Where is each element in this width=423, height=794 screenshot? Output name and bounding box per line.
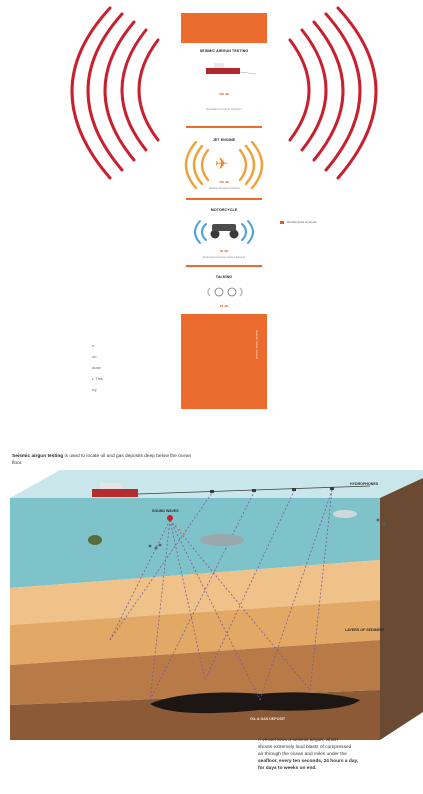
ocean-layer [10,498,380,588]
description-line: for days to weeks on end. [258,766,317,771]
oil-deposit [150,692,360,714]
section-note-jet: Hearing damage threshold [208,187,240,190]
legend-swatch [280,220,284,224]
ship-cabin [100,483,122,489]
diagram-description: A vessel tows a seismic airgun, which sh… [258,737,423,772]
airplane-icon: ✈ [215,156,229,173]
section-title-talking: TALKING [215,275,233,279]
section-db-airgun: 259 dB [219,92,229,96]
description-line: shoots extremely loud blasts of compress… [258,745,352,750]
turtle-silhouette [88,535,102,545]
section-db-motorcycle: 90 dB [219,249,229,253]
fragment-line: n [92,343,95,348]
description-line: A vessel tows a seismic airgun, which [258,738,338,743]
airgun-marker [167,515,173,521]
label-hydrophones: HYDROPHONES [350,482,379,486]
description-line: seafloor, every ten seconds, 24 hours a … [258,759,359,764]
label-oil-deposit: OIL & GAS DEPOSIT [250,717,286,721]
diagram-intro: Seismic airgun testing is used to locate… [12,453,202,467]
rock-layer [10,640,380,705]
legend-label: Decibel level of sound [287,220,317,224]
header-bar [181,13,267,43]
section-db-talking: 60 dB [219,304,229,308]
section-divider [186,126,262,128]
section-title-jet: JET ENGINE [212,138,236,142]
fragment-line: on [92,354,97,359]
sediment-layer-2 [10,600,380,665]
blast-dots [175,524,185,536]
talking-faces-icon [214,287,237,297]
ship-icon [206,63,257,75]
dolphin-silhouette [333,510,357,518]
section-title-airgun: SEISMIC AIRGUN TESTING [199,49,249,53]
section-title-motorcycle: MOTORCYCLE [210,208,238,212]
sound-wave-arcs [70,6,378,297]
intro-bold: Seismic airgun testing [12,454,64,459]
fragment-line: ng [92,387,97,392]
section-divider [186,198,262,200]
fragment-line: r. This [92,376,103,381]
fragment-line: ause [92,365,101,370]
label-rock-layers: LAYERS OF SEDIMENT [345,628,385,632]
sediment-layer-1 [10,560,380,625]
whale-silhouette [200,534,244,546]
description-line: air through the ocean and miles under th… [258,752,347,757]
section-note-airgun: Equivalent to a large explosion [206,108,242,111]
fish-school [148,518,386,550]
section-note-motorcycle: Prolonged exposure causes damage [202,256,246,259]
block-side-face [380,478,423,740]
motorcycle-icon [210,224,239,239]
intro-text: is used to locate oil and gas deposits d… [12,454,192,466]
hydrophone-markers [210,487,334,493]
decibel-comparison-infographic: SEISMIC AIRGUN TESTING 259 dB Equivalent… [70,6,378,409]
label-sound-waves: SOUND WAVES [152,509,179,513]
section-divider [186,265,262,267]
cropped-text-fragment: n on ause r. This ng [92,340,132,395]
footer-bar [181,314,267,409]
sound-wave-paths [109,489,333,701]
section-db-jet: 150 dB [219,180,229,184]
ship-hull [92,489,138,497]
legend: Decibel level of sound [280,220,316,224]
